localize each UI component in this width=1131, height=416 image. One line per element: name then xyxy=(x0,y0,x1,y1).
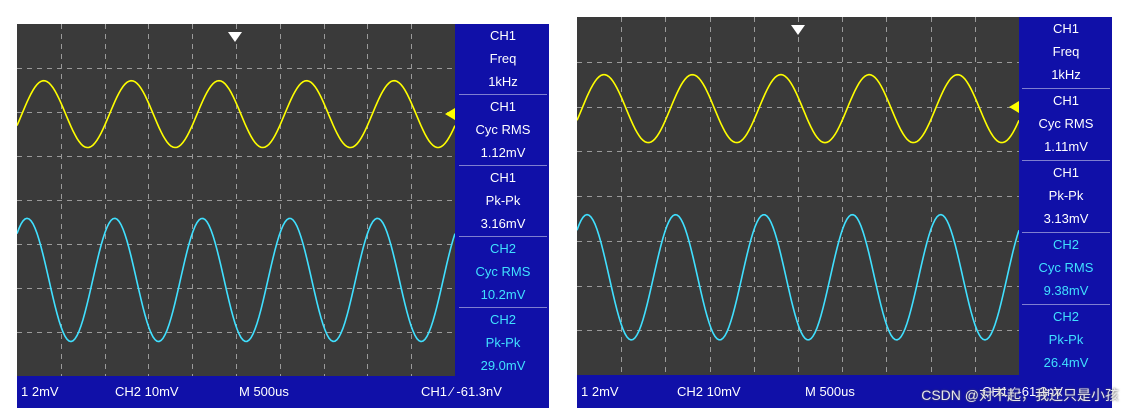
measurement-type: Pk-Pk xyxy=(1048,332,1084,347)
measurement-4[interactable]: CH2 Cyc RMS 10.2mV xyxy=(457,237,549,306)
trigger-position-marker-icon xyxy=(228,32,242,42)
measurement-channel: CH1 xyxy=(489,99,516,114)
measurement-3[interactable]: CH1 Pk-Pk 3.13mV xyxy=(1020,161,1112,230)
measurement-type: Pk-Pk xyxy=(1048,188,1084,203)
measurement-value: 1.11mV xyxy=(1044,139,1088,154)
measurement-channel: CH1 xyxy=(489,28,516,43)
measurement-1[interactable]: CH1 Freq 1kHz xyxy=(457,24,549,93)
measurement-type: Cyc RMS xyxy=(1038,116,1094,131)
ch2-trace xyxy=(17,217,455,343)
timebase: M 500us xyxy=(239,384,289,399)
measurement-divider xyxy=(459,307,547,308)
measurement-divider xyxy=(459,236,547,237)
measurement-value: 3.16mV xyxy=(480,216,526,231)
status-bar: 1 2mV CH2 10mV M 500us CH1 ⁄ -61.3nV xyxy=(577,378,1112,408)
ch1-scale: 1 2mV xyxy=(581,384,619,399)
measurement-channel: CH2 xyxy=(489,241,516,256)
status-bar: 1 2mV CH2 10mV M 500us CH1 ⁄ -61.3nV xyxy=(17,380,549,408)
scope-right: CH1 Freq 1kHz CH1 Cyc RMS 1.11mV CH1 Pk-… xyxy=(577,17,1112,408)
measurement-channel: CH1 xyxy=(489,170,516,185)
measurement-divider xyxy=(1022,304,1110,305)
trigger-position-marker-icon xyxy=(791,25,805,35)
measurement-type: Freq xyxy=(489,51,517,66)
measurement-channel: CH1 xyxy=(1052,21,1079,36)
trigger-level-marker-icon xyxy=(1009,101,1019,113)
measurement-channel: CH1 xyxy=(1052,93,1079,108)
measurement-1[interactable]: CH1 Freq 1kHz xyxy=(1020,17,1112,86)
measurement-channel: CH2 xyxy=(1052,309,1079,324)
measurement-channel: CH1 xyxy=(1052,165,1079,180)
measurement-divider xyxy=(1022,232,1110,233)
scope-left: CH1 Freq 1kHz CH1 Cyc RMS 1.12mV CH1 Pk-… xyxy=(17,24,549,408)
waveform-screen xyxy=(17,24,455,376)
measurement-type: Cyc RMS xyxy=(475,122,531,137)
trigger-readout: CH1 ⁄ -61.3nV xyxy=(982,384,1063,399)
measurement-divider xyxy=(459,94,547,95)
measurement-3[interactable]: CH1 Pk-Pk 3.16mV xyxy=(457,166,549,235)
timebase: M 500us xyxy=(805,384,855,399)
measurement-channel: CH2 xyxy=(1052,237,1079,252)
measurement-divider xyxy=(1022,88,1110,89)
trigger-readout: CH1 ⁄ -61.3nV xyxy=(421,384,502,399)
measurement-value: 1kHz xyxy=(1051,67,1081,82)
measurement-type: Pk-Pk xyxy=(485,335,521,350)
ch1-trace xyxy=(577,73,1019,144)
measurement-value: 1kHz xyxy=(488,74,518,89)
measurement-value: 26.4mV xyxy=(1043,355,1089,370)
waveform-screen xyxy=(577,17,1019,375)
measurement-5[interactable]: CH2 Pk-Pk 26.4mV xyxy=(1020,305,1112,374)
ch2-trace xyxy=(577,213,1019,341)
measurement-value: 1.12mV xyxy=(480,145,526,160)
measurement-value: 9.38mV xyxy=(1043,283,1089,298)
measurement-5[interactable]: CH2 Pk-Pk 29.0mV xyxy=(457,308,549,377)
measurement-4[interactable]: CH2 Cyc RMS 9.38mV xyxy=(1020,233,1112,302)
measurement-panel: CH1 Freq 1kHz CH1 Cyc RMS 1.12mV CH1 Pk-… xyxy=(457,24,549,376)
measurement-value: 3.13mV xyxy=(1043,211,1089,226)
measurement-type: Cyc RMS xyxy=(1038,260,1094,275)
ch2-scale: CH2 10mV xyxy=(115,384,179,399)
ch1-scale: 1 2mV xyxy=(21,384,59,399)
measurement-divider xyxy=(459,165,547,166)
measurement-type: Cyc RMS xyxy=(475,264,531,279)
watermark: CSDN @对不起，我还只是小孩 xyxy=(921,387,1119,403)
measurement-panel: CH1 Freq 1kHz CH1 Cyc RMS 1.11mV CH1 Pk-… xyxy=(1020,17,1112,375)
ch2-scale: CH2 10mV xyxy=(677,384,741,399)
measurement-value: 10.2mV xyxy=(480,287,526,302)
measurement-value: 29.0mV xyxy=(480,358,526,373)
measurement-2[interactable]: CH1 Cyc RMS 1.12mV xyxy=(457,95,549,164)
measurement-divider xyxy=(1022,160,1110,161)
trigger-level-marker-icon xyxy=(445,108,455,120)
measurement-type: Pk-Pk xyxy=(485,193,521,208)
measurement-channel: CH2 xyxy=(489,312,516,327)
measurement-2[interactable]: CH1 Cyc RMS 1.11mV xyxy=(1020,89,1112,158)
measurement-type: Freq xyxy=(1052,44,1080,59)
ch1-trace xyxy=(17,79,455,149)
